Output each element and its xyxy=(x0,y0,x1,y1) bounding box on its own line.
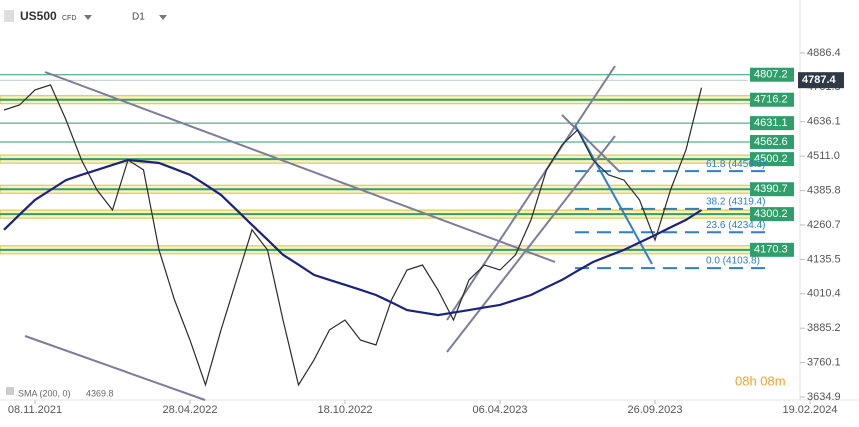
y-tick-label: 4886.4 xyxy=(807,47,841,59)
symbol-type: CFD xyxy=(62,15,76,22)
fib-label: 23.6 (4234.4) xyxy=(706,220,766,231)
x-tick-label: 28.04.2022 xyxy=(162,404,217,416)
sma-value: 4369.8 xyxy=(86,388,114,398)
trend-lines xyxy=(24,65,621,401)
x-tick-label: 06.04.2023 xyxy=(472,404,527,416)
x-tick-label: 26.09.2023 xyxy=(627,404,682,416)
price-line xyxy=(3,84,703,387)
level-label: 4300.2 xyxy=(754,208,788,220)
y-tick-label: 4135.5 xyxy=(807,253,841,265)
y-tick-label: 4010.4 xyxy=(807,288,841,300)
sma-line xyxy=(3,158,703,317)
x-tick-label: 19.02.2024 xyxy=(782,404,837,416)
level-label: 4716.2 xyxy=(754,94,788,106)
timer: 08h 08m xyxy=(735,373,786,388)
trend-line xyxy=(446,135,616,353)
last-price-box xyxy=(798,72,844,89)
level-box xyxy=(750,207,794,222)
trend-line xyxy=(24,335,206,401)
level-box xyxy=(750,92,794,107)
level-label: 4631.1 xyxy=(754,117,788,129)
level-label: 4170.3 xyxy=(754,244,788,256)
timeframe[interactable]: D1 xyxy=(132,12,145,23)
x-tick-label: 18.10.2022 xyxy=(317,404,372,416)
x-tick-label: 08.11.2021 xyxy=(8,404,62,416)
y-tick-label: 4636.1 xyxy=(807,116,841,128)
last-price-label: 4787.4 xyxy=(802,74,837,86)
y-tick-label: 3885.2 xyxy=(807,322,841,334)
header: US500 CFD D1 xyxy=(4,9,167,23)
y-tick-label: 4511.0 xyxy=(807,150,840,162)
icon xyxy=(6,387,14,395)
y-tick-label: 4385.8 xyxy=(807,184,841,196)
trend-line xyxy=(446,65,616,321)
trend-line xyxy=(561,114,621,173)
level-label: 4807.2 xyxy=(754,69,788,81)
level-label: 4390.7 xyxy=(754,183,788,195)
y-tick-label: 4260.7 xyxy=(807,219,841,231)
fib-label: 38.2 (4319.4) xyxy=(706,196,766,207)
level-box xyxy=(750,134,794,149)
fib-trend xyxy=(574,124,653,265)
dropdown[interactable] xyxy=(84,15,92,20)
level-box xyxy=(750,67,794,82)
fib-label: 61.8 (4456.5) xyxy=(706,159,766,170)
level-box xyxy=(750,116,794,131)
level-box xyxy=(750,182,794,197)
y-tick-label: 3760.1 xyxy=(807,356,841,368)
symbol: US500 xyxy=(20,9,57,23)
level-label: 4500.2 xyxy=(754,153,788,165)
icon xyxy=(4,10,14,22)
sma-legend: SMA (200, 0) xyxy=(18,388,71,398)
trend-line xyxy=(44,71,556,263)
level-label: 4562.6 xyxy=(754,136,788,148)
level-box xyxy=(750,152,794,167)
dropdown[interactable] xyxy=(159,15,167,20)
level-box xyxy=(750,242,794,257)
y-tick-label: 3634.9 xyxy=(807,391,841,403)
fib-label: 0.0 (4103.8) xyxy=(706,256,760,267)
